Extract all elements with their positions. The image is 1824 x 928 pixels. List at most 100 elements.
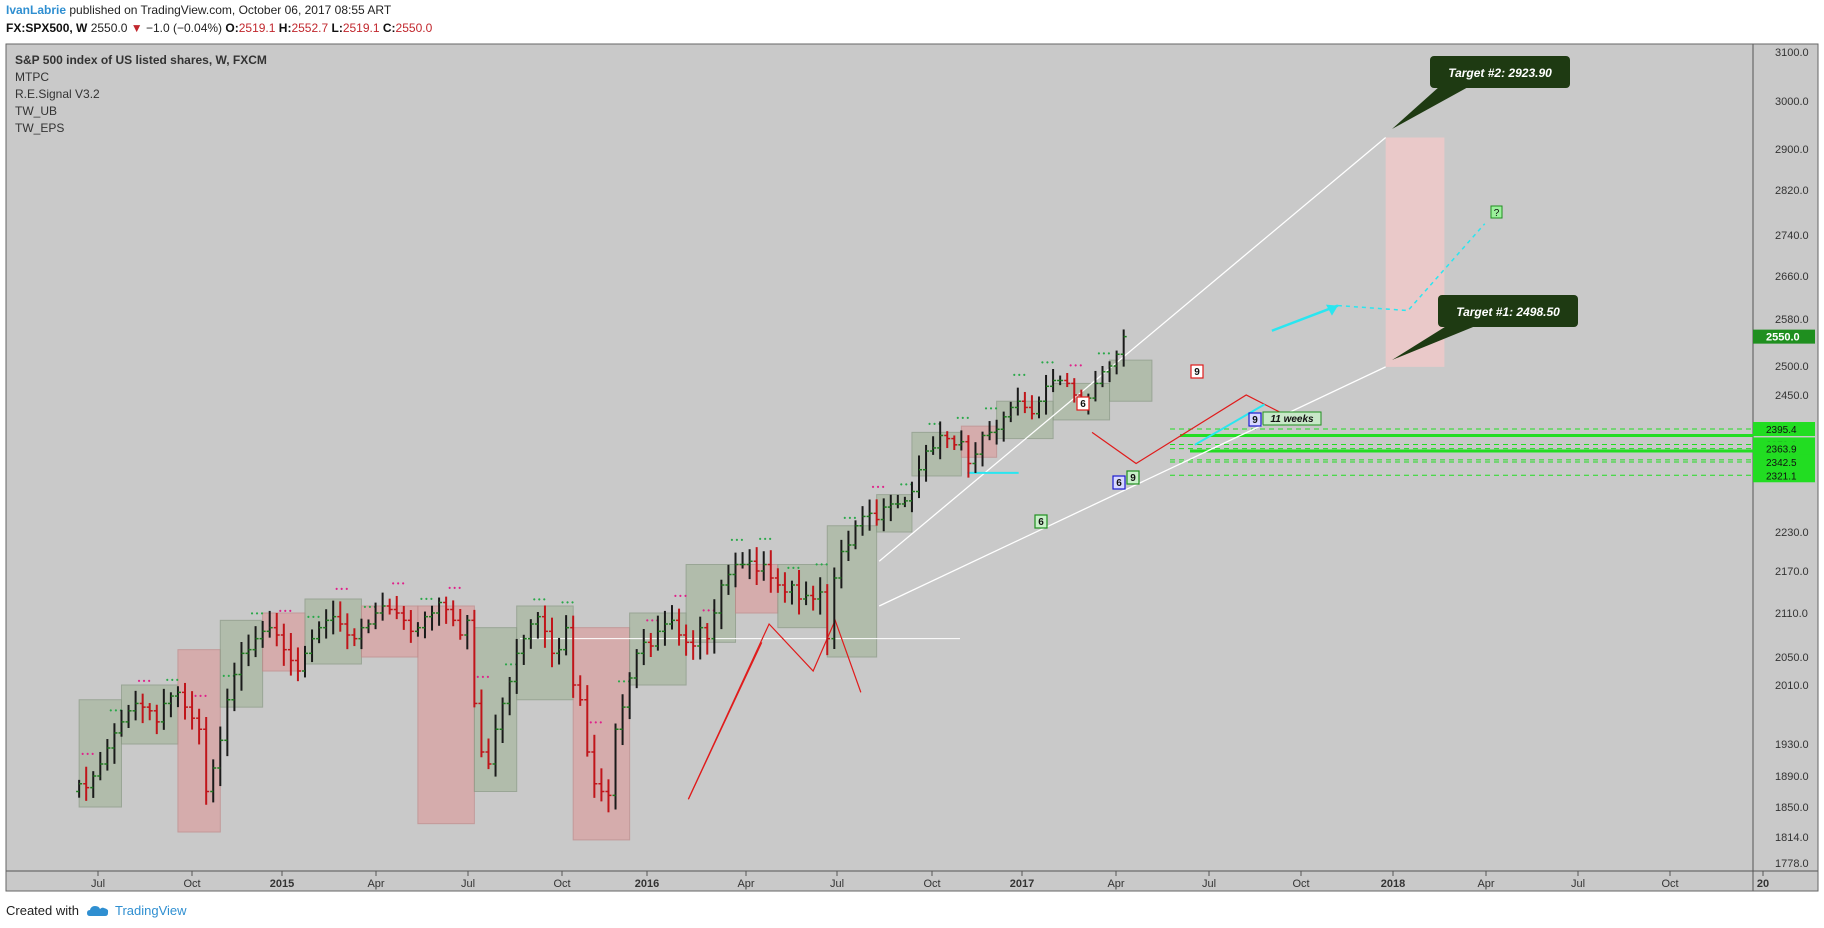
pattern-box xyxy=(572,627,631,841)
target-1-callout xyxy=(1438,295,1578,327)
price-tick-label: 2450.0 xyxy=(1775,390,1809,402)
signal-dots: • • • xyxy=(251,609,264,618)
cyan-segment xyxy=(1194,403,1266,446)
projected-path xyxy=(1337,223,1486,312)
time-tick-label: Oct xyxy=(1292,878,1309,890)
price-tick-label: 2820.0 xyxy=(1775,185,1809,197)
time-tick-label: Apr xyxy=(1107,878,1124,890)
price-tick-label: 2110.0 xyxy=(1775,608,1808,620)
question-box xyxy=(1490,205,1503,219)
level-badge xyxy=(1753,468,1815,483)
publish-line: IvanLabrie published on TradingView.com,… xyxy=(6,3,391,17)
target-2-callout-label: Target #2: 2923.90 xyxy=(1448,66,1552,80)
signal-dots: • • • xyxy=(674,592,687,601)
signal-dots: • • • xyxy=(166,675,179,684)
target-1-callout-pointer xyxy=(1392,325,1478,360)
signal-dots: • • • xyxy=(364,602,377,611)
chart-frame xyxy=(5,43,1819,892)
plot-area xyxy=(6,44,1753,871)
signal-dots: • • • xyxy=(928,419,941,428)
time-tick-label: Apr xyxy=(737,878,754,890)
signal-dots: • • • xyxy=(956,413,969,422)
signal-dots: • • • xyxy=(815,560,828,569)
signal-dots: • • • xyxy=(618,677,631,686)
signal-dots: • • • xyxy=(448,583,461,592)
footer: Created with TradingView xyxy=(6,903,187,918)
count-badge xyxy=(1034,514,1048,529)
time-tick-label: 2017 xyxy=(1010,878,1034,890)
high-value: 2552.7 xyxy=(291,21,329,35)
count-label: 9 xyxy=(1194,367,1200,378)
time-tick-label: Apr xyxy=(367,878,384,890)
time-tick-label: Oct xyxy=(553,878,570,890)
signal-dots: • • • xyxy=(392,579,405,588)
signal-dots: • • • xyxy=(1041,358,1054,367)
count-label: 6 xyxy=(1116,478,1122,489)
time-tick-label: Jul xyxy=(461,878,475,890)
close-label: C: xyxy=(382,21,396,35)
publish-info: published on TradingView.com, October 06… xyxy=(69,3,392,17)
time-tick-label: 2016 xyxy=(635,878,659,890)
level-value: 2321.1 xyxy=(1766,471,1797,482)
signal-dots: • • • xyxy=(420,595,433,604)
signal-dots: • • • xyxy=(1098,349,1111,358)
signal-dots: • • • xyxy=(985,404,998,413)
price-tick-label: 1850.0 xyxy=(1775,802,1809,814)
time-tick-label: 2015 xyxy=(270,878,294,890)
price-tick-label: 2900.0 xyxy=(1775,144,1809,156)
symbol-name[interactable]: FX:SPX500, W xyxy=(6,21,88,35)
legend-item: R.E.Signal V3.2 xyxy=(15,87,100,101)
target-zone xyxy=(1385,137,1445,367)
last-price-value: 2550.0 xyxy=(1766,332,1800,344)
count-badge xyxy=(1076,396,1090,411)
horizontal-levels: 2550.02395.42370.62363.92345.92342.52321… xyxy=(520,329,1815,640)
indicator-legend: S&P 500 index of US listed shares, W, FX… xyxy=(15,53,267,135)
signal-dots: • • • xyxy=(787,564,800,573)
count-badge xyxy=(1248,412,1262,427)
legend-item: MTPC xyxy=(15,70,49,84)
author-link[interactable]: IvanLabrie xyxy=(6,3,67,17)
tradingview-link[interactable]: TradingView xyxy=(86,903,187,918)
tradingview-brand: TradingView xyxy=(114,903,187,918)
created-with-label: Created with xyxy=(6,903,79,918)
level-badge xyxy=(1753,454,1815,469)
annotations: Target #2: 2923.90 Target #1: 2498.50? 11 … xyxy=(1034,56,1578,529)
level-badge xyxy=(1753,422,1815,437)
signal-dots: • • • xyxy=(702,606,715,615)
projection-line xyxy=(878,137,1387,562)
signal-dots: • • • xyxy=(1069,361,1082,370)
signal-dots: • • • xyxy=(81,750,94,759)
signal-dots: • • • xyxy=(279,607,292,616)
signal-dots: • • • xyxy=(561,598,574,607)
price-tick-label: 1778.0 xyxy=(1775,858,1809,870)
target-1-callout-label: Target #1: 2498.50 xyxy=(1456,305,1560,319)
signal-dots: • • • xyxy=(138,677,151,686)
legend-item: TW_EPS xyxy=(15,121,64,135)
signal-dots: • • • xyxy=(505,660,518,669)
time-tick-label: 20 xyxy=(1757,878,1769,890)
pattern-box xyxy=(911,431,962,477)
time-tick-label: Jul xyxy=(830,878,844,890)
count-badge xyxy=(1190,364,1204,379)
signal-dots: • • • xyxy=(872,482,885,491)
signal-dots: • • • xyxy=(843,514,856,523)
price-tick-label: 1814.0 xyxy=(1775,832,1809,844)
price-tick-label: 3100.0 xyxy=(1775,47,1809,59)
candles: • • • • • • • • • • • • • • • • • • • • • • • •… xyxy=(76,329,1127,813)
price-tick-label: 2580.0 xyxy=(1775,314,1809,326)
count-label: 6 xyxy=(1080,399,1086,410)
signal-dots: • • • xyxy=(646,616,659,625)
target-2-callout-pointer xyxy=(1392,86,1470,129)
signal-dots: • • • xyxy=(222,672,235,681)
count-badge xyxy=(1112,475,1126,490)
price-tick-label: 2740.0 xyxy=(1775,230,1809,242)
trend-lines xyxy=(687,137,1486,800)
signal-dots: • • • xyxy=(335,584,348,593)
cyan-arrowhead xyxy=(1325,304,1338,316)
weeks-label: 11 weeks xyxy=(1270,414,1314,425)
time-tick-label: Oct xyxy=(923,878,940,890)
time-axis xyxy=(6,871,1818,891)
signal-dots: • • • xyxy=(307,612,320,621)
close-value: 2550.0 xyxy=(395,21,433,35)
